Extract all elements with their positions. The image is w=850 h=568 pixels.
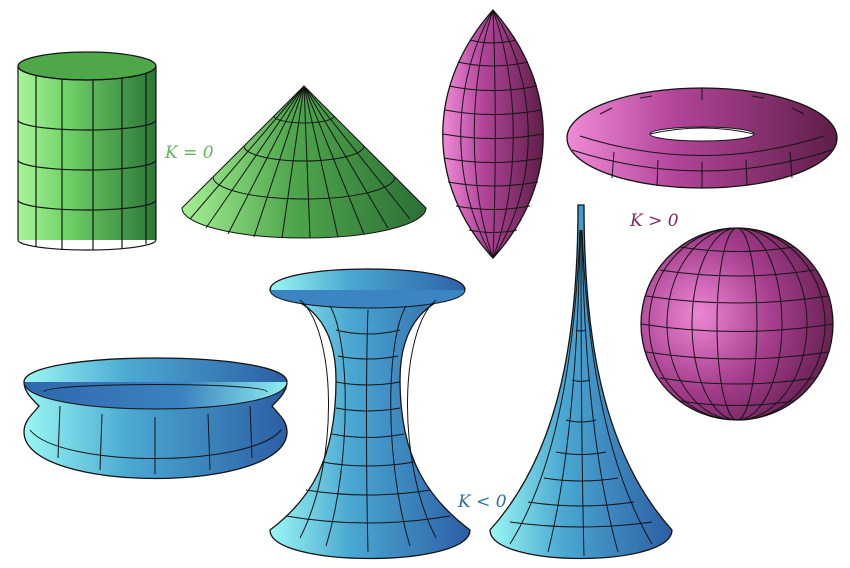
k-negative-label: K < 0 [457,492,507,512]
spindle-surface [442,9,544,259]
torus-surface [566,87,838,189]
cylinder-surface [17,51,157,251]
hyperboloid-surface [269,268,471,560]
cone-surface [181,85,427,239]
k-zero-label: K = 0 [164,143,214,163]
sphere-surface [640,227,834,421]
k-positive-label: K > 0 [629,211,679,231]
ring-surface [23,357,288,480]
pseudosphere-surface [489,204,673,560]
